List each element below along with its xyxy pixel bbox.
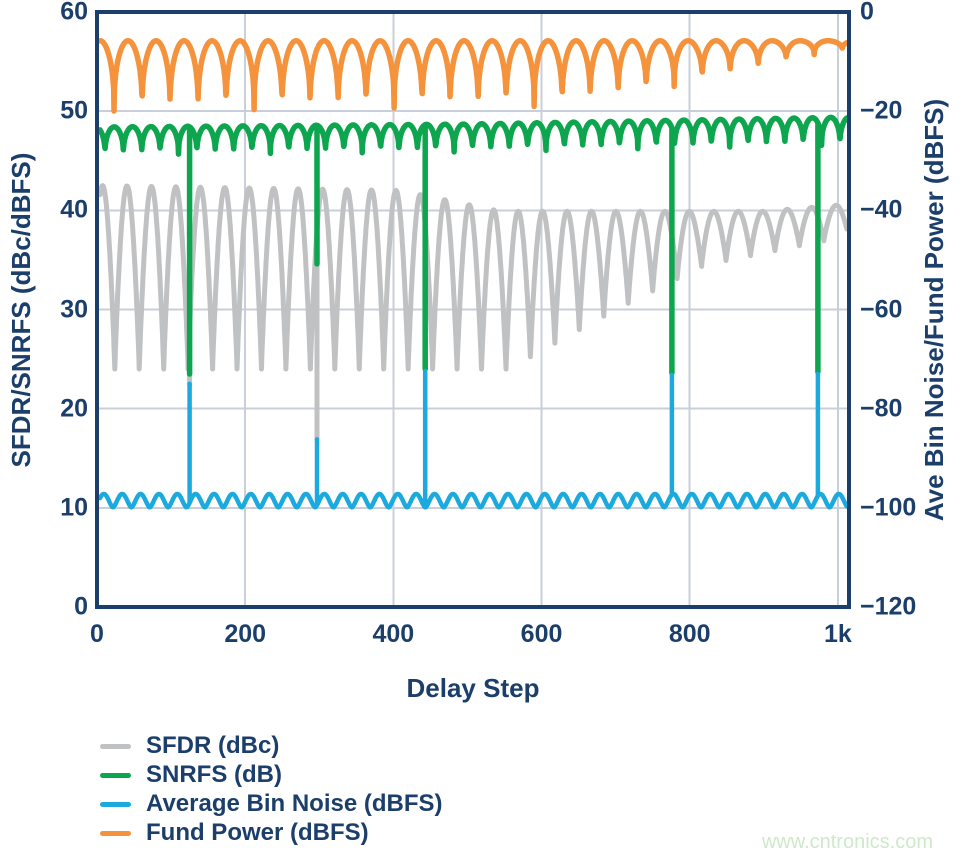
x-tick-200: 200 xyxy=(224,620,267,648)
watermark-text: www.cntronics.com xyxy=(761,831,933,853)
series-gray-line xyxy=(97,183,850,442)
legend-item-avg-bin-noise: Average Bin Noise (dBFS) xyxy=(100,790,443,817)
y-right-tick-−40: −40 xyxy=(860,195,903,224)
y-right-tick-−100: −100 xyxy=(860,493,917,522)
y-right-tick-−80: −80 xyxy=(860,394,903,423)
legend-label-sfdr: SFDR (dBc) xyxy=(146,732,280,759)
legend-item-sfdr: SFDR (dBc) xyxy=(100,732,443,759)
y-right-tick-−20: −20 xyxy=(860,96,903,125)
legend-swatch-fund-power xyxy=(100,830,131,836)
x-tick-400: 400 xyxy=(372,620,415,648)
legend-item-snrfs: SNRFS (dB) xyxy=(100,761,443,788)
y-left-tick-0: 0 xyxy=(74,592,88,621)
legend-swatch-sfdr xyxy=(100,743,131,749)
x-tick-0: 0 xyxy=(90,620,104,648)
y-right-tick-−120: −120 xyxy=(860,592,917,621)
y-left-tick-20: 20 xyxy=(60,394,88,423)
legend: SFDR (dBc) SNRFS (dB) Average Bin Noise … xyxy=(100,732,443,846)
y-right-tick-−60: −60 xyxy=(860,295,903,323)
legend-label-snrfs: SNRFS (dB) xyxy=(146,761,282,788)
legend-item-fund-power: Fund Power (dBFS) xyxy=(100,819,443,846)
y-left-tick-10: 10 xyxy=(60,493,88,522)
series-blue-line xyxy=(97,368,850,510)
legend-swatch-snrfs xyxy=(100,772,131,778)
x-tick-1k: 1k xyxy=(823,620,852,648)
y-left-tick-40: 40 xyxy=(60,195,88,224)
y-left-tick-30: 30 xyxy=(60,295,88,323)
legend-label-avg-bin-noise: Average Bin Noise (dBFS) xyxy=(146,790,443,817)
y-left-tick-50: 50 xyxy=(60,96,88,125)
x-tick-600: 600 xyxy=(520,620,563,648)
series-orange-line xyxy=(97,38,850,114)
legend-swatch-avg-bin-noise xyxy=(100,801,131,807)
y-axis-right-title: Ave Bin Noise/Fund Power (dBFS) xyxy=(919,98,949,522)
plot-border xyxy=(95,10,851,609)
series-green-line xyxy=(97,114,850,377)
x-tick-800: 800 xyxy=(668,620,711,648)
x-axis-title: Delay Step xyxy=(406,673,540,703)
y-left-tick-60: 60 xyxy=(60,0,88,26)
y-axis-left-title: SFDR/SNRFS (dBc/dBFS) xyxy=(6,152,36,468)
legend-label-fund-power: Fund Power (dBFS) xyxy=(146,819,369,846)
y-right-tick-0: 0 xyxy=(860,0,874,26)
